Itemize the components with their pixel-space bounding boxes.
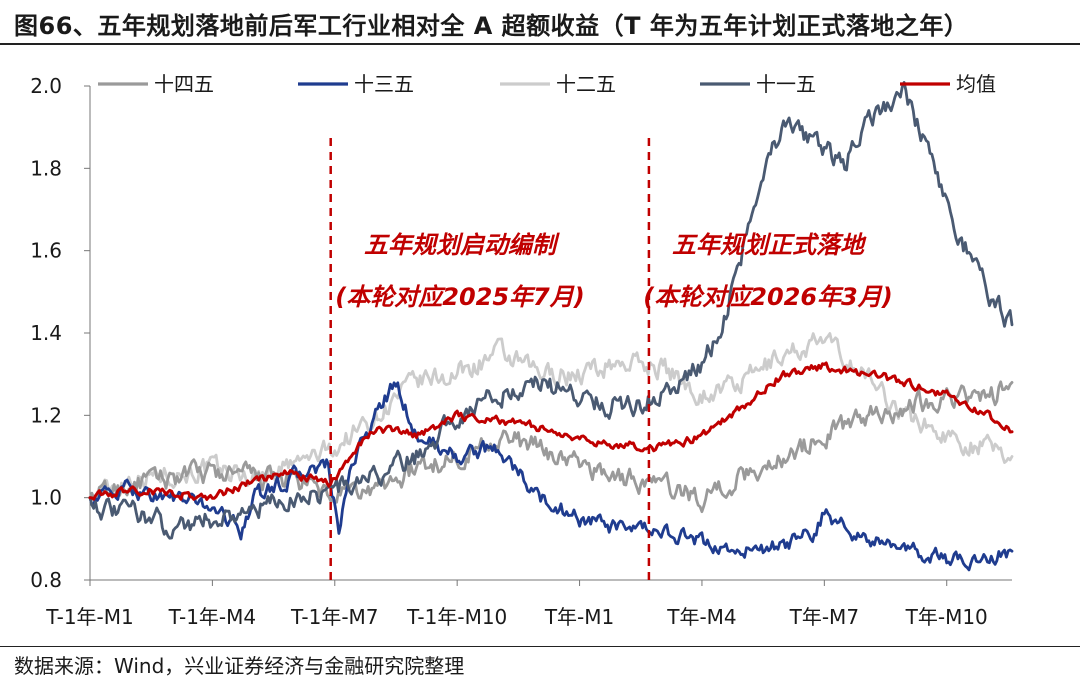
chart-legend: 十四五 十三五 十二五 十一五 均值 bbox=[98, 72, 996, 96]
series-line-2 bbox=[88, 332, 1014, 502]
y-tick-label: 1.0 bbox=[30, 486, 62, 510]
source-note: 数据来源：Wind，兴业证券经济与金融研究院整理 bbox=[14, 654, 465, 678]
legend-label-1: 十三五 bbox=[354, 72, 414, 96]
series-line-1 bbox=[88, 381, 1014, 572]
legend-label-0: 十四五 bbox=[154, 72, 214, 96]
bottom-rule bbox=[0, 646, 1080, 647]
series-layer bbox=[88, 81, 1014, 572]
x-tick-label: T-1年-M7 bbox=[290, 605, 379, 629]
series-line-4 bbox=[88, 361, 1014, 501]
vline-annotation-0-0: 五年规划启动编制 bbox=[364, 231, 560, 259]
chart-axes: 0.8 1.0 1.2 1.4 1.6 1.8 2.0 T-1年-M1 T-1年-M4 T-1年-… bbox=[30, 74, 1012, 629]
vline-annotation-0-1: (本轮对应2025年7月) bbox=[335, 283, 584, 311]
top-rule bbox=[0, 43, 1080, 45]
vline-annotation-1-0: 五年规划正式落地 bbox=[672, 231, 867, 259]
line-chart: 0.8 1.0 1.2 1.4 1.6 1.8 2.0 T-1年-M1 T-1年-M4 T-1年-… bbox=[30, 72, 1014, 629]
legend-label-4: 均值 bbox=[956, 72, 996, 96]
x-tick-label: T年-M1 bbox=[544, 605, 614, 629]
y-tick-label: 0.8 bbox=[30, 568, 62, 592]
x-tick-label: T年-M10 bbox=[905, 605, 988, 629]
x-tick-label: T年-M7 bbox=[789, 605, 859, 629]
y-tick-label: 1.8 bbox=[30, 156, 62, 180]
legend-label-2: 十二五 bbox=[556, 72, 616, 96]
y-tick-label: 1.4 bbox=[30, 321, 62, 345]
legend-label-3: 十一五 bbox=[756, 72, 816, 96]
x-tick-label: T-1年-M4 bbox=[168, 605, 257, 629]
y-tick-label: 2.0 bbox=[30, 74, 62, 98]
y-tick-label: 1.2 bbox=[30, 403, 62, 427]
x-tick-label: T-1年-M10 bbox=[406, 605, 507, 629]
series-line-3 bbox=[88, 81, 1014, 540]
vline-layer: 五年规划启动编制 (本轮对应2025年7月) 五年规划正式落地 (本轮对应2026年3… bbox=[329, 138, 893, 580]
y-tick-label: 1.6 bbox=[30, 239, 62, 263]
figure-title: 图66、五年规划落地前后军工行业相对全 A 超额收益（T 年为五年计划正式落地之… bbox=[14, 12, 969, 40]
figure-header: 图66、五年规划落地前后军工行业相对全 A 超额收益（T 年为五年计划正式落地之… bbox=[0, 0, 1080, 46]
vline-annotation-1-1: (本轮对应2026年3月) bbox=[643, 283, 892, 311]
x-tick-label: T-1年-M1 bbox=[45, 605, 134, 629]
x-tick-label: T年-M4 bbox=[666, 605, 736, 629]
series-line-0 bbox=[88, 380, 1014, 514]
